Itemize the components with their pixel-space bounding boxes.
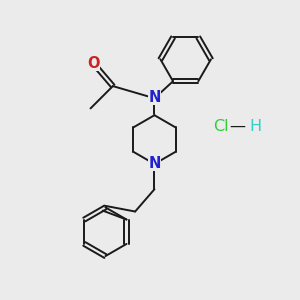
Text: O: O: [87, 56, 100, 71]
Text: Cl: Cl: [213, 119, 229, 134]
Text: N: N: [148, 157, 160, 172]
Text: N: N: [148, 91, 160, 106]
Text: H: H: [250, 119, 262, 134]
Text: —: —: [230, 119, 246, 134]
